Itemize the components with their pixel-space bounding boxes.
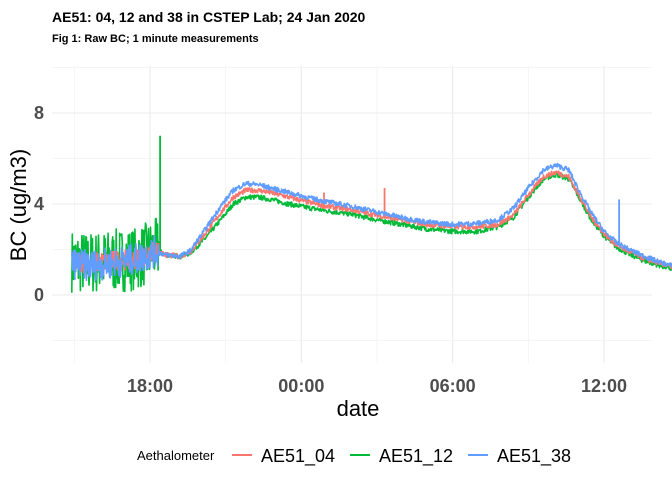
series-layer: [71, 135, 672, 293]
gridlines: [52, 66, 652, 363]
legend: Aethalometer AE51_04 AE51_12 AE51_38: [137, 446, 571, 467]
legend-label-ae51_04: AE51_04: [261, 446, 335, 467]
x-tick-label: 12:00: [581, 376, 627, 396]
x-axis-title: date: [337, 396, 380, 421]
y-axis-title: BC (ug/m3): [6, 149, 31, 261]
chart-title: AE51: 04, 12 and 38 in CSTEP Lab; 24 Jan…: [52, 9, 366, 25]
y-tick-label: 4: [34, 194, 44, 214]
tick-labels: 18:00 00:00 06:00 12:00 0 4 8: [34, 103, 627, 396]
series-line-ae51_04: [71, 170, 672, 274]
chart-subtitle: Fig 1: Raw BC; 1 minute measurements: [52, 33, 259, 45]
series-line-ae51_38: [71, 162, 672, 282]
legend-label-ae51_12: AE51_12: [379, 446, 453, 467]
y-tick-label: 8: [34, 103, 44, 123]
series-line-ae51_12: [71, 171, 672, 293]
y-tick-label: 0: [34, 285, 44, 305]
x-tick-label: 06:00: [430, 376, 476, 396]
legend-label-ae51_38: AE51_38: [497, 446, 571, 467]
x-tick-label: 18:00: [127, 376, 173, 396]
x-tick-label: 00:00: [278, 376, 324, 396]
legend-title: Aethalometer: [137, 448, 215, 463]
